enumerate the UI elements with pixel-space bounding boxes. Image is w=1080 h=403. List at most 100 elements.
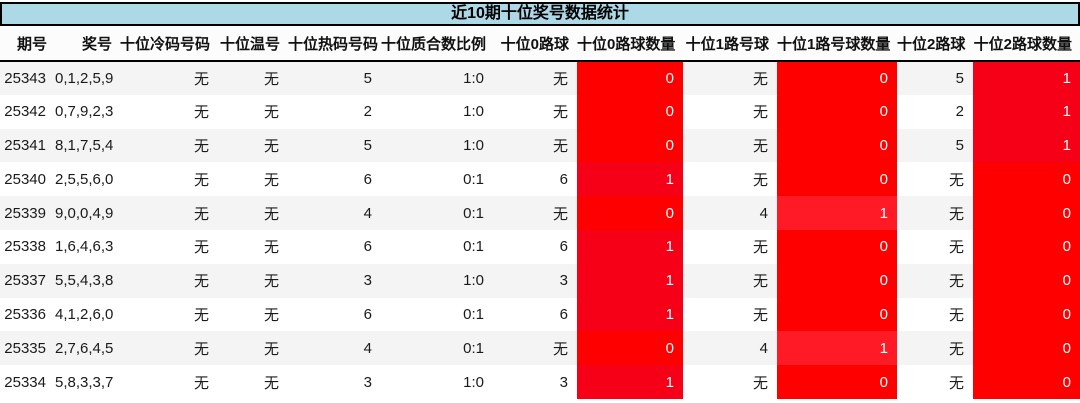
cell-hot-code: 6 <box>363 305 372 323</box>
cell-prize-nums: 2,7,6,4,5 <box>55 339 114 357</box>
cell-route1-cnt: 0 <box>777 61 897 95</box>
cell-route0-ball: 3 <box>559 373 568 391</box>
cell-route0-cnt: 0 <box>577 94 683 129</box>
cell-prize-nums: 5,8,3,3,7 <box>55 373 114 391</box>
cell-period: 25335 <box>4 339 46 357</box>
cell-prime-ratio: 1:0 <box>463 272 484 290</box>
cell-route1-ball: 4 <box>759 204 768 222</box>
cell-route0-cnt: 0 <box>577 331 683 366</box>
cell-cold-code: 无 <box>193 205 209 223</box>
cell-prime-ratio: 0:1 <box>463 339 484 357</box>
column-header-warm-code: 十位温号 <box>218 26 288 62</box>
cell-route2-ball: 无 <box>948 171 964 189</box>
cell-route0-cnt: 1 <box>577 162 683 197</box>
cell-route1-ball: 无 <box>752 239 768 257</box>
table-row: 25341 8,1,7,5,4 无无 5 1:0 无 0 无 0 5 1 <box>0 128 1080 163</box>
table-row: 25338 1,6,4,6,3 无无 6 0:1 6 1 无 0 无 0 <box>0 229 1080 264</box>
cell-cold-code: 无 <box>193 137 209 155</box>
cell-route0-ball: 6 <box>559 170 568 188</box>
cell-route1-cnt: 1 <box>777 331 897 366</box>
cell-route0-cnt: 1 <box>577 365 683 399</box>
cell-route0-ball: 无 <box>552 340 568 358</box>
cell-warm-code: 无 <box>263 340 279 358</box>
cell-route2-ball: 无 <box>948 239 964 257</box>
table-title-bar: 近10期十位奖号数据统计 <box>0 2 1080 26</box>
cell-route0-ball: 6 <box>559 238 568 256</box>
cell-cold-code: 无 <box>193 374 209 392</box>
cell-route1-cnt: 1 <box>777 196 897 230</box>
table-row: 25336 4,1,2,6,0 无无 6 0:1 6 1 无 0 无 0 <box>0 297 1080 332</box>
cell-prime-ratio: 1:0 <box>463 69 484 87</box>
cell-prize-nums: 5,5,4,3,8 <box>55 272 114 290</box>
cell-prime-ratio: 0:1 <box>463 238 484 256</box>
cell-route0-cnt: 0 <box>577 61 683 95</box>
cell-prime-ratio: 1:0 <box>463 136 484 154</box>
cell-route2-ball: 无 <box>948 374 964 392</box>
cell-prize-nums: 9,0,0,4,9 <box>55 204 114 222</box>
cell-route1-ball: 无 <box>752 306 768 324</box>
table-row: 25337 5,5,4,3,8 无无 3 1:0 3 1 无 0 无 0 <box>0 263 1080 298</box>
cell-prime-ratio: 0:1 <box>463 204 484 222</box>
cell-route0-ball: 无 <box>552 104 568 122</box>
cell-route2-cnt: 0 <box>973 331 1080 366</box>
cell-cold-code: 无 <box>193 239 209 257</box>
cell-prize-nums: 1,6,4,6,3 <box>55 238 114 256</box>
cell-warm-code: 无 <box>263 70 279 88</box>
cell-prize-nums: 2,5,5,6,0 <box>55 170 114 188</box>
cell-warm-code: 无 <box>263 171 279 189</box>
cell-hot-code: 6 <box>363 170 372 188</box>
cell-route1-ball: 无 <box>752 137 768 155</box>
cell-route2-ball: 5 <box>955 69 964 87</box>
cell-route2-cnt: 0 <box>973 229 1080 264</box>
cell-prize-nums: 0,1,2,5,9 <box>55 69 114 87</box>
cell-route0-cnt: 0 <box>577 196 683 230</box>
column-header-cold-code: 十位冷码号码 <box>120 26 218 62</box>
cell-cold-code: 无 <box>193 306 209 324</box>
cell-cold-code: 无 <box>193 340 209 358</box>
cell-prime-ratio: 0:1 <box>463 305 484 323</box>
table-row: 25340 2,5,5,6,0 无无 6 0:1 6 1 无 0 无 0 <box>0 162 1080 197</box>
cell-hot-code: 6 <box>363 238 372 256</box>
cell-route0-ball: 无 <box>552 137 568 155</box>
column-header-hot-code: 十位热码号码 <box>288 26 381 62</box>
table-header-row: 期号 奖号 十位冷码号码 十位温号 十位热码号码 十位质合数比例 十位0路球 十位0路球数量十… <box>0 26 1080 62</box>
cell-route0-cnt: 1 <box>577 297 683 332</box>
cell-warm-code: 无 <box>263 104 279 122</box>
table-row: 25343 0,1,2,5,9 无无 5 1:0 无 0 无 0 5 1 <box>0 61 1080 95</box>
cell-period: 25338 <box>4 238 46 256</box>
cell-route2-cnt: 1 <box>973 128 1080 163</box>
cell-route1-ball: 4 <box>759 339 768 357</box>
cell-route0-cnt: 1 <box>577 263 683 298</box>
cell-cold-code: 无 <box>193 273 209 291</box>
column-header-route2-ball: 十位2路球 <box>897 26 973 62</box>
cell-hot-code: 4 <box>363 204 372 222</box>
cell-prize-nums: 0,7,9,2,3 <box>55 103 114 121</box>
cell-route0-ball: 无 <box>552 205 568 223</box>
table-row: 25334 5,8,3,3,7 无无 3 1:0 3 1 无 0 无 0 <box>0 365 1080 399</box>
cell-route1-ball: 无 <box>752 273 768 291</box>
cell-hot-code: 2 <box>363 103 372 121</box>
cell-route1-ball: 无 <box>752 70 768 88</box>
cell-route1-ball: 无 <box>752 374 768 392</box>
cell-route2-ball: 无 <box>948 205 964 223</box>
cell-route1-cnt: 0 <box>777 365 897 399</box>
cell-route1-ball: 无 <box>752 104 768 122</box>
cell-route1-ball: 无 <box>752 171 768 189</box>
table-title: 近10期十位奖号数据统计 <box>451 5 629 22</box>
cell-period: 25337 <box>4 272 46 290</box>
column-header-prime-ratio: 十位质合数比例 <box>381 26 493 62</box>
cell-warm-code: 无 <box>263 306 279 324</box>
cell-route2-ball: 5 <box>955 136 964 154</box>
table-row: 25339 9,0,0,4,9 无无 4 0:1 无 0 4 1 无 0 <box>0 196 1080 230</box>
cell-prime-ratio: 1:0 <box>463 103 484 121</box>
cell-route1-cnt: 0 <box>777 162 897 197</box>
tens-digit-stats-table: 期号 奖号 十位冷码号码 十位温号 十位热码号码 十位质合数比例 十位0路球 十位0路球数量十… <box>0 26 1080 399</box>
cell-warm-code: 无 <box>263 239 279 257</box>
cell-route2-cnt: 0 <box>973 365 1080 399</box>
cell-route2-ball: 无 <box>948 340 964 358</box>
cell-route2-cnt: 0 <box>973 196 1080 230</box>
cell-route1-cnt: 0 <box>777 263 897 298</box>
cell-hot-code: 4 <box>363 339 372 357</box>
cell-route2-cnt: 1 <box>973 61 1080 95</box>
